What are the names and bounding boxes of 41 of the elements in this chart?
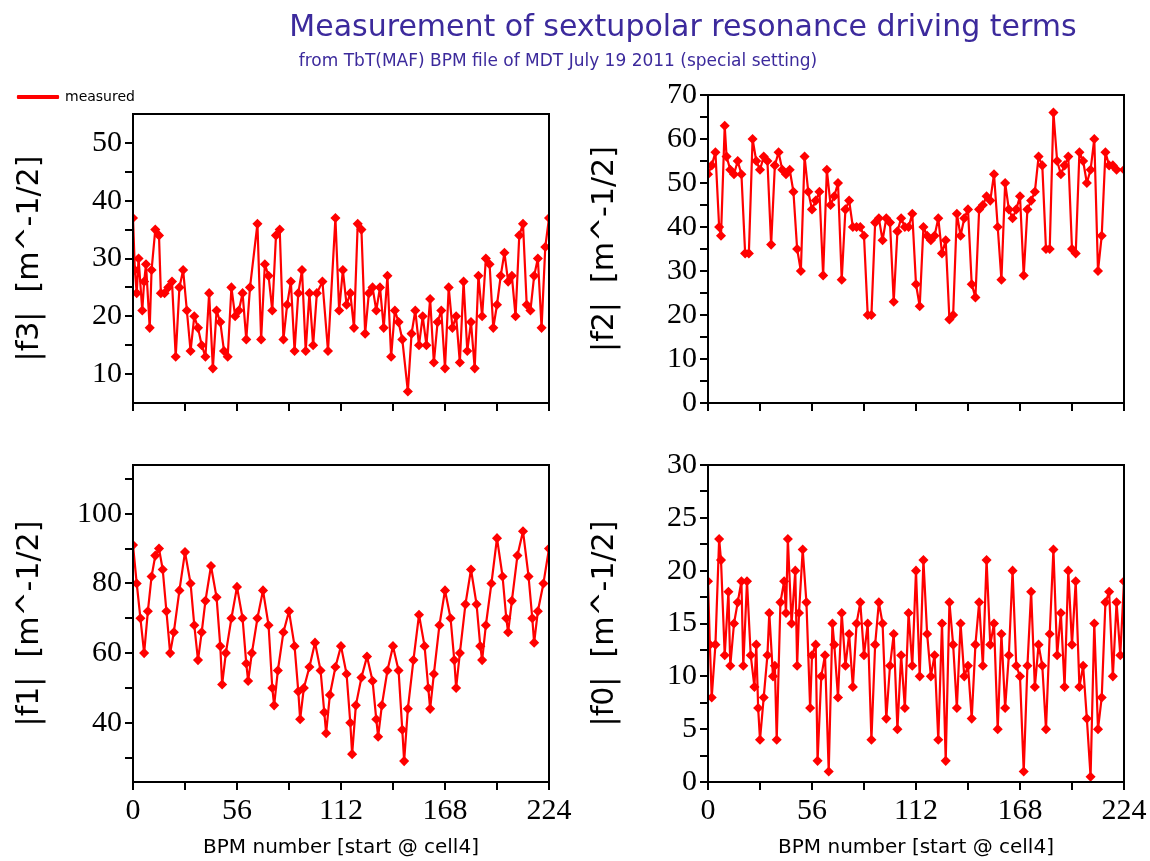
x-tick-label: 168 [997,791,1043,825]
text: Measurement of sextupolar resonance driving terms [288,8,1078,43]
x-axis-title: BPM number [start @ cell4] [778,834,1054,859]
y-tick-label: 50 [92,123,122,157]
y-tick-label: 40 [92,703,122,737]
y-tick-label: 100 [77,494,122,528]
y-tick-label: 0 [682,762,697,796]
y-tick-label: 20 [667,295,697,329]
y-tick-label: 20 [667,551,697,585]
y-tick-label: 10 [667,657,697,691]
x-tick-label: 168 [422,791,468,825]
y-tick-label: 10 [92,354,122,388]
y-tick-label: 30 [667,445,697,479]
y-axis-title: |f1| [m^-1/2] [9,520,46,727]
y-axis-title: |f3| [m^-1/2] [9,155,46,362]
y-axis-title: |f2| [m^-1/2] [584,146,621,352]
x-axis-title: BPM number [start @ cell4] [203,834,479,859]
y-tick-label: 20 [92,297,122,331]
y-tick-label: 30 [92,239,122,273]
x-tick-label: 224 [526,791,572,825]
x-tick-label: 56 [222,791,252,825]
y-tick-label: 60 [667,119,697,153]
legend-label: measured [65,87,135,104]
y-tick-label: 80 [92,564,122,598]
y-tick-label: 50 [667,163,697,197]
y-tick-label: 10 [667,339,697,373]
y-tick-label: 0 [682,383,697,417]
x-tick-label: 224 [1101,791,1147,825]
y-tick-label: 60 [92,633,122,667]
y-tick-label: 5 [682,710,697,744]
y-axis-title: |f0| [m^-1/2] [584,520,621,727]
y-tick-label: 40 [92,181,122,215]
x-tick-label: 112 [319,791,363,825]
y-tick-label: 40 [667,207,697,241]
y-tick-label: 15 [667,604,697,638]
y-tick-label: 70 [667,75,697,109]
chart-subtitle: from TbT(MAF) BPM file of MDT July 19 2011 (special setting) [297,50,819,70]
y-tick-label: 25 [667,498,697,532]
y-tick-label: 30 [667,251,697,285]
x-tick-label: 56 [797,791,827,825]
x-tick-label: 112 [894,791,938,825]
